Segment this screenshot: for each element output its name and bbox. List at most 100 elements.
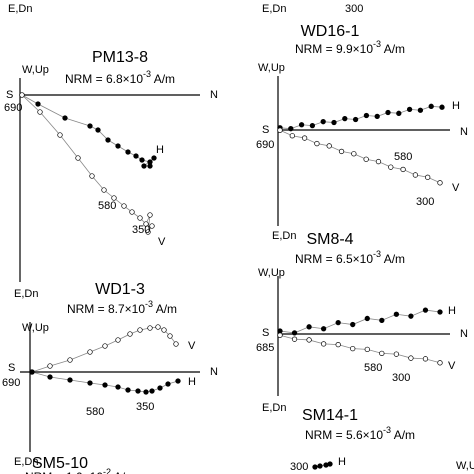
- v-point: [364, 346, 370, 353]
- h-point: [151, 155, 157, 161]
- h-point: [291, 330, 298, 336]
- v-point: [67, 357, 73, 363]
- temp-label: 300: [290, 461, 308, 473]
- axis-label: W,Up: [258, 62, 285, 74]
- v-point: [87, 349, 93, 355]
- h-point: [147, 163, 153, 169]
- h-point: [439, 104, 445, 110]
- v-point: [350, 345, 356, 352]
- v-point: [277, 127, 283, 133]
- temp-label: 685: [256, 342, 274, 354]
- trace: [31, 371, 179, 393]
- h-point: [342, 115, 348, 122]
- v-point: [111, 195, 117, 201]
- axis-label: W,Up: [258, 267, 285, 279]
- h-label: H: [156, 144, 164, 156]
- h-point: [385, 109, 391, 116]
- h-point: [105, 137, 111, 143]
- v-point: [351, 151, 357, 157]
- axis-label: W,Up: [22, 322, 49, 334]
- nrm-text: NRM = 6.8×10: [65, 72, 143, 86]
- temp-label: 580: [86, 406, 104, 418]
- v-label: V: [448, 360, 456, 372]
- nrm-label: NRM = 8.7×10-3 A/m: [67, 299, 177, 316]
- temp-label: 580: [98, 200, 116, 212]
- v-point: [161, 327, 167, 333]
- axis-label: E,Dn: [14, 288, 38, 300]
- v-point: [155, 324, 161, 330]
- v-point: [19, 92, 25, 98]
- v-point: [37, 109, 43, 115]
- v-point: [47, 363, 53, 369]
- h-point: [62, 115, 68, 121]
- temp-label: 300: [392, 372, 410, 384]
- axis-label: E,Dn: [262, 402, 286, 414]
- nrm-unit: A/m: [111, 470, 135, 474]
- trace: [279, 334, 441, 364]
- axis-label: E,Dn: [8, 3, 32, 15]
- nrm-label: NRM = 5.6×10-3 A/m: [305, 425, 415, 442]
- v-point: [137, 215, 143, 221]
- temp-label: 300: [345, 3, 363, 15]
- h-label: H: [338, 456, 346, 468]
- v-point: [393, 351, 400, 357]
- v-point: [167, 333, 173, 339]
- h-point: [428, 103, 434, 109]
- v-point: [127, 331, 133, 337]
- nrm-unit: A/m: [151, 72, 175, 86]
- h-point: [125, 149, 131, 155]
- nrm-exp: -3: [383, 425, 391, 435]
- h-point: [396, 110, 402, 116]
- h-point: [125, 387, 131, 393]
- h-point: [352, 116, 359, 123]
- v-point: [129, 209, 135, 215]
- h-point: [393, 311, 400, 317]
- h-point: [327, 461, 333, 467]
- h-point: [67, 377, 73, 383]
- h-point: [364, 315, 370, 322]
- v-point: [57, 132, 63, 138]
- axis-label: S: [6, 89, 13, 101]
- v-point: [173, 341, 179, 347]
- axis-label: S: [262, 327, 269, 339]
- axis-label: E,Dn: [14, 456, 38, 468]
- nrm-unit: A/m: [391, 428, 415, 442]
- h-point: [312, 464, 318, 470]
- axis-label: E,Dn: [262, 3, 286, 15]
- h-point: [331, 119, 337, 126]
- v-point: [375, 158, 382, 165]
- h-label: H: [448, 305, 456, 317]
- axis-label: N: [210, 366, 218, 378]
- h-point: [320, 119, 326, 125]
- panel-title: SM8-4: [306, 231, 353, 248]
- v-point: [400, 166, 406, 173]
- h-point: [175, 378, 181, 384]
- v-point: [408, 355, 414, 361]
- nrm-label: NRM = 1.0×10-2 A/m: [25, 467, 135, 474]
- h-point: [165, 381, 171, 387]
- v-point: [437, 360, 443, 366]
- v-point: [89, 173, 95, 179]
- temp-label: 350: [132, 224, 150, 236]
- v-point: [363, 156, 369, 162]
- v-point: [149, 223, 155, 229]
- h-point: [95, 127, 101, 133]
- axis-label: N: [460, 328, 468, 340]
- v-point: [388, 164, 394, 170]
- h-point: [379, 317, 385, 324]
- nrm-text: NRM = 9.9×10: [295, 42, 373, 56]
- nrm-exp: -3: [145, 299, 153, 309]
- v-point: [145, 229, 151, 235]
- v-point: [412, 172, 419, 178]
- v-point: [338, 148, 345, 155]
- h-point: [29, 369, 35, 375]
- h-point: [115, 384, 121, 390]
- h-point: [102, 382, 108, 388]
- h-point: [115, 143, 121, 149]
- nrm-text: NRM = 1.0×10: [25, 470, 103, 474]
- axis-label: W,Up: [456, 460, 474, 472]
- h-point: [309, 122, 316, 129]
- temp-label: 350: [136, 401, 154, 413]
- nrm-unit: A/m: [381, 252, 405, 266]
- v-point: [326, 143, 332, 149]
